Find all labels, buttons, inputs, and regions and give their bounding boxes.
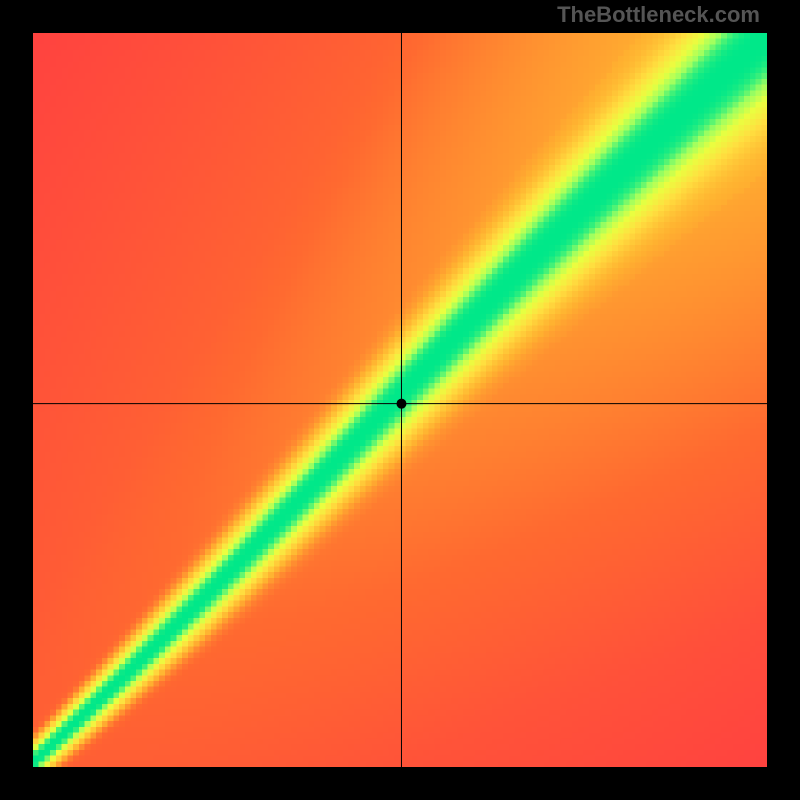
bottleneck-heatmap (33, 33, 767, 767)
watermark-text: TheBottleneck.com (557, 2, 760, 28)
chart-container: TheBottleneck.com (0, 0, 800, 800)
